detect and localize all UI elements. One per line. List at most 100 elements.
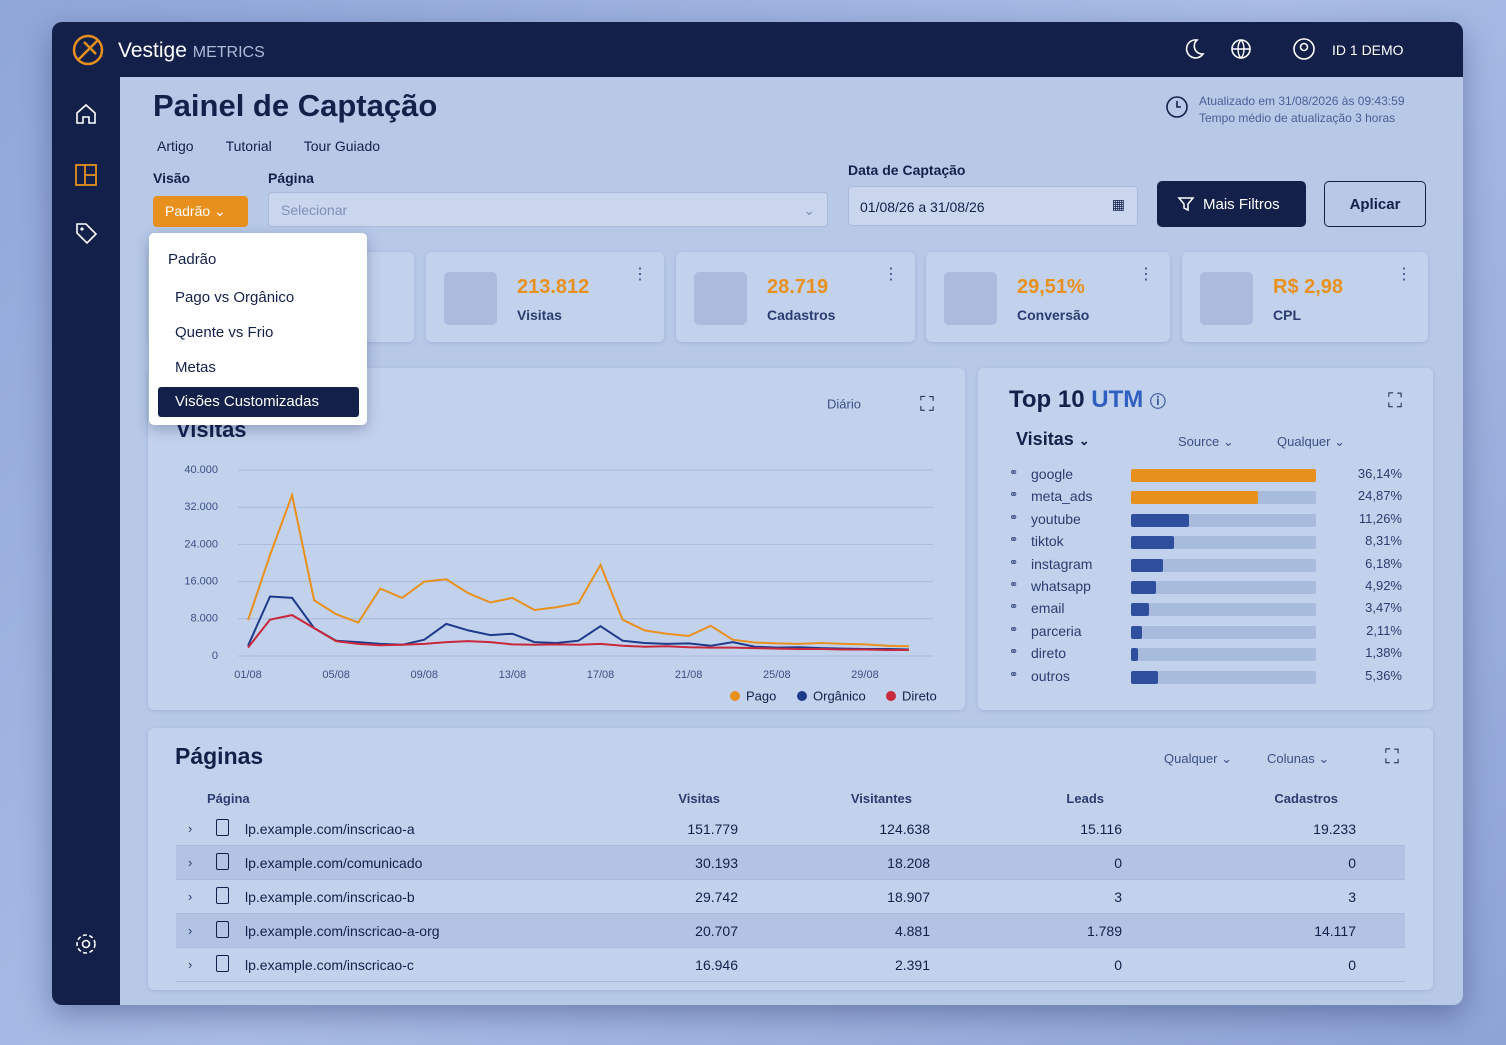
utm-bar <box>1131 670 1159 684</box>
utm-filter[interactable]: Qualquer ⌄ <box>1277 434 1345 449</box>
settings-nav[interactable] <box>74 932 98 956</box>
utm-value: 8,31% <box>1365 533 1402 549</box>
table-cell: 30.193 <box>695 855 738 871</box>
visao-dropdown: Padrão Pago vs Orgânico Quente vs Frio Meta… <box>149 233 367 425</box>
kpi-value: 28.719 <box>767 276 829 298</box>
utm-value: 36,14% <box>1357 466 1402 481</box>
y-tick-label: 40.000 <box>184 464 218 476</box>
dropdown-item[interactable]: Metas <box>175 359 216 376</box>
file-icon <box>216 887 229 904</box>
apply-button[interactable]: Aplicar <box>1324 181 1426 227</box>
utm-track <box>1131 581 1316 594</box>
utm-bar <box>1131 625 1142 639</box>
utm-name: youtube <box>1031 510 1081 527</box>
kpi-label: Conversão <box>1017 307 1090 323</box>
y-tick-label: 8.000 <box>190 613 218 625</box>
x-tick-label: 25/08 <box>763 669 791 681</box>
column-header[interactable]: Leads <box>1066 791 1104 806</box>
column-header[interactable]: Visitantes <box>850 791 912 806</box>
utm-bar <box>1131 558 1163 572</box>
dropdown-item[interactable]: Padrão <box>168 251 217 268</box>
pages-filter[interactable]: Qualquer ⌄ <box>1164 751 1232 766</box>
expand-row[interactable]: › <box>188 889 193 904</box>
home-nav[interactable] <box>74 102 98 126</box>
x-tick-label: 29/08 <box>851 669 879 681</box>
columns-text: Colunas <box>1267 751 1315 766</box>
help-link[interactable]: Artigo <box>157 138 194 154</box>
x-tick-label: 05/08 <box>322 669 350 681</box>
kpi-menu[interactable]: ⋮ <box>1138 266 1154 283</box>
column-header[interactable]: Página <box>207 791 250 806</box>
utm-track <box>1131 670 1316 684</box>
table-cell: 15.116 <box>1080 821 1122 837</box>
table-row[interactable] <box>176 846 1405 880</box>
pages-title: Páginas <box>175 743 264 769</box>
dashboard-nav[interactable] <box>74 163 98 187</box>
table-cell: 3 <box>1114 889 1122 905</box>
kpi-menu[interactable]: ⋮ <box>1396 266 1412 283</box>
brand-name: Vestige <box>118 39 187 62</box>
utm-panel: Top 10 UTM ⓘ ⛶ Visitas ⌄ Source ⌄ Qualqu… <box>978 368 1433 710</box>
utm-metric[interactable]: Visitas ⌄ <box>1016 429 1090 449</box>
brand-sub: METRICS <box>192 44 265 61</box>
utm-name: google <box>1031 466 1074 482</box>
help-link[interactable]: Tour Guiado <box>303 138 381 154</box>
dropdown-item[interactable]: Visões Customizadas <box>158 387 359 417</box>
pages-panel: Páginas Qualquer ⌄ Colunas ⌄ ⛶ Página Vis… <box>148 728 1433 990</box>
visao-select[interactable]: Padrão ⌄ <box>153 196 248 227</box>
expand-row[interactable]: › <box>188 957 193 972</box>
theme-toggle[interactable] <box>1182 37 1206 61</box>
utm-name: whatsapp <box>1031 578 1091 594</box>
kpi-menu[interactable]: ⋮ <box>883 266 899 283</box>
utm-metric-text: Visitas <box>1016 429 1074 449</box>
filter-icon <box>1177 197 1195 212</box>
language-button[interactable] <box>1229 37 1253 61</box>
column-header[interactable]: Visitas <box>678 791 720 806</box>
expand-row[interactable]: › <box>188 855 193 870</box>
table-cell: lp.example.com/inscricao-a <box>245 821 415 837</box>
utm-value: 1,38% <box>1365 645 1402 661</box>
table-cell: lp.example.com/inscricao-a-org <box>245 923 440 939</box>
table-row[interactable] <box>176 812 1405 846</box>
dropdown-item[interactable]: Pago vs Orgânico <box>175 289 295 306</box>
pagina-label: Página <box>268 170 314 186</box>
kpi-label: Visitas <box>517 307 562 323</box>
user-icon[interactable] <box>1292 37 1316 61</box>
column-header[interactable]: Cadastros <box>1274 791 1338 806</box>
user-menu[interactable]: ID 1 DEMO <box>1332 42 1404 58</box>
table-row[interactable] <box>176 948 1405 982</box>
date-picker[interactable]: 01/08/26 a 31/08/26 ▦ <box>848 186 1138 226</box>
legend-swatch <box>730 691 740 701</box>
utm-icon: ⚭ <box>1009 467 1019 479</box>
update-info: Atualizado em 31/08/2026 às 09:43:59 Temp… <box>1199 93 1405 127</box>
table-cell: 29.742 <box>695 889 738 905</box>
expand-icon[interactable]: ⛶ <box>1388 390 1402 412</box>
utm-icon: ⚭ <box>1009 534 1019 547</box>
y-tick-label: 16.000 <box>184 576 218 588</box>
help-link[interactable]: Tutorial <box>225 138 272 154</box>
tags-nav[interactable] <box>74 221 98 245</box>
columns-button[interactable]: Colunas ⌄ <box>1267 751 1330 766</box>
help-links: Artigo Tutorial Tour Guiado <box>157 138 380 154</box>
legend-swatch <box>886 691 896 701</box>
y-tick-label: 0 <box>212 650 218 662</box>
utm-bar <box>1131 513 1189 527</box>
expand-row[interactable]: › <box>188 923 193 938</box>
file-icon <box>216 955 229 972</box>
utm-dimension[interactable]: Source ⌄ <box>1178 434 1234 449</box>
utm-name: outros <box>1031 667 1070 684</box>
x-tick-label: 21/08 <box>675 669 703 681</box>
pages-filter-text: Qualquer <box>1164 751 1218 766</box>
table-row[interactable] <box>176 880 1405 914</box>
pagina-select[interactable]: Selecionar ⌄ <box>268 192 828 227</box>
table-row[interactable] <box>176 914 1405 948</box>
dropdown-item[interactable]: Quente vs Frio <box>175 324 274 341</box>
kpi-menu[interactable]: ⋮ <box>632 266 648 283</box>
more-filters-button[interactable]: Mais Filtros <box>1157 181 1306 227</box>
expand-icon[interactable]: ⛶ <box>1385 746 1399 768</box>
utm-filter-text: Qualquer <box>1277 434 1331 449</box>
utm-value: 2,11% <box>1366 622 1402 638</box>
kpi-icon <box>944 272 997 325</box>
expand-row[interactable]: › <box>188 821 193 836</box>
visits-panel: Visitas Diário ⛶ 0 8.000 16.000 24.000 32.000 40… <box>148 368 965 710</box>
